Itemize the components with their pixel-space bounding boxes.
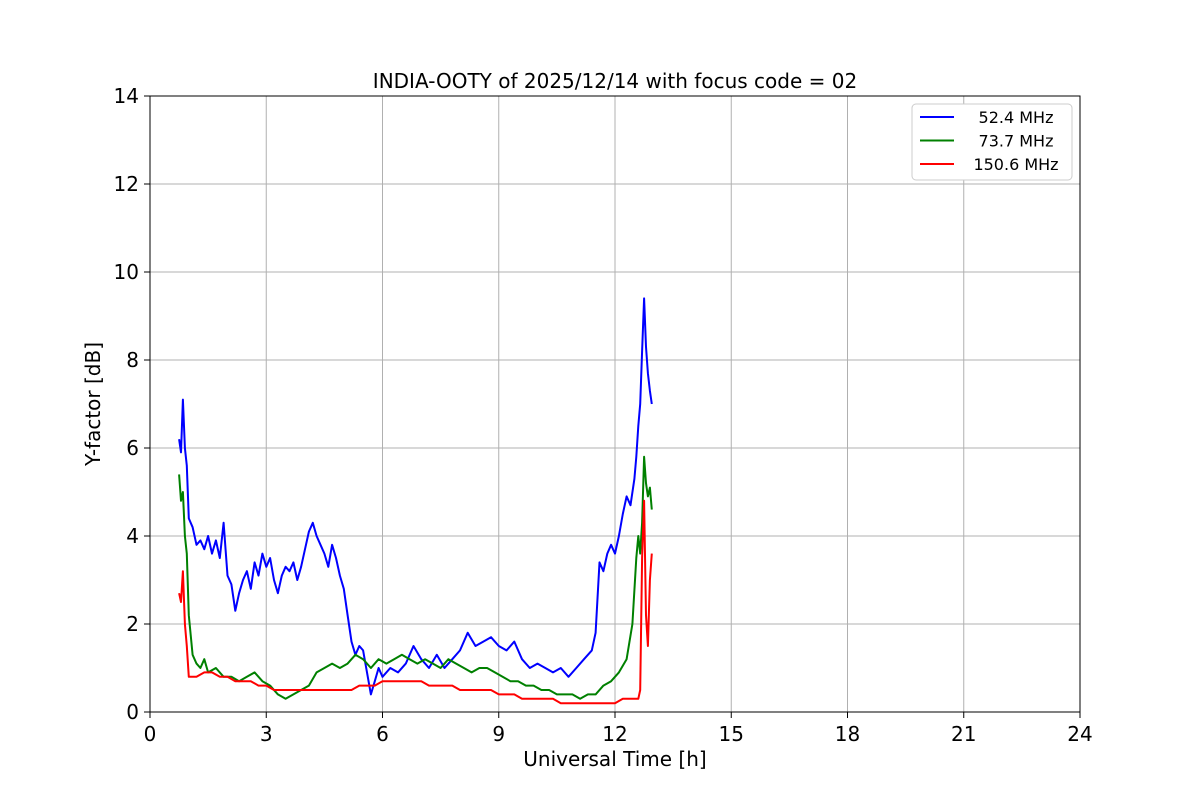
y-tick-label: 2 <box>126 612 139 636</box>
chart-title: INDIA-OOTY of 2025/12/14 with focus code… <box>373 69 857 93</box>
y-tick-label: 12 <box>114 172 139 196</box>
y-tick-label: 14 <box>114 84 139 108</box>
x-tick-label: 12 <box>602 722 627 746</box>
y-axis-label: Y-factor [dB] <box>81 342 105 467</box>
y-tick-label: 10 <box>114 260 139 284</box>
x-tick-label: 0 <box>144 722 157 746</box>
x-tick-label: 15 <box>719 722 744 746</box>
legend-label-1: 73.7 MHz <box>979 132 1054 151</box>
x-tick-label: 24 <box>1067 722 1092 746</box>
series-layer <box>178 297 653 705</box>
series-line-0 <box>178 297 653 696</box>
series-line-2 <box>178 499 653 705</box>
x-axis-label: Universal Time [h] <box>523 747 706 771</box>
x-tick-label: 6 <box>376 722 389 746</box>
y-tick-label: 6 <box>126 436 139 460</box>
legend-label-2: 150.6 MHz <box>973 155 1058 174</box>
legend-label-0: 52.4 MHz <box>979 108 1054 127</box>
x-tick-label: 3 <box>260 722 273 746</box>
x-tick-label: 21 <box>951 722 976 746</box>
y-tick-label: 8 <box>126 348 139 372</box>
y-tick-label: 0 <box>126 700 139 724</box>
legend-box <box>911 103 1073 181</box>
x-tick-label: 18 <box>835 722 860 746</box>
y-tick-label: 4 <box>126 524 139 548</box>
x-tick-label: 9 <box>492 722 505 746</box>
legend: 52.4 MHz 73.7 MHz 150.6 MHz <box>911 103 1073 181</box>
